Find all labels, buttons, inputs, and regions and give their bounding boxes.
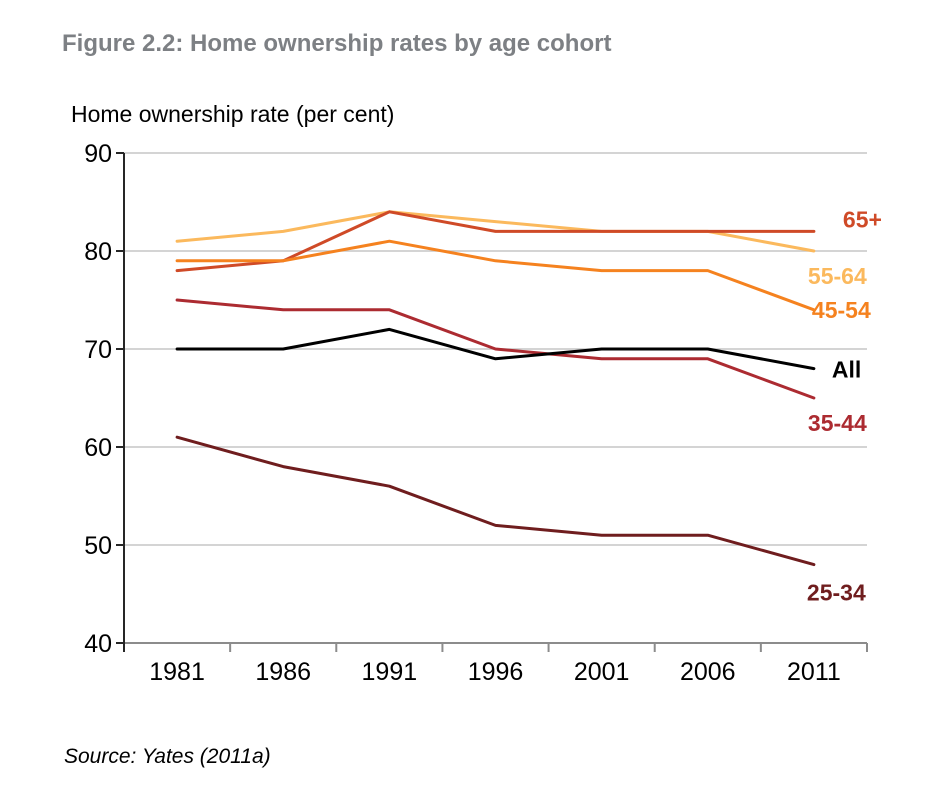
y-axis-title: Home ownership rate (per cent) xyxy=(71,101,395,127)
x-tick-label: 2001 xyxy=(574,658,630,686)
y-tick-label: 80 xyxy=(84,238,112,266)
series-label-4554: 45-54 xyxy=(812,297,871,323)
y-tick-label: 70 xyxy=(84,336,112,364)
y-tick-label: 90 xyxy=(84,140,112,168)
figure-title: Figure 2.2: Home ownership rates by age … xyxy=(62,30,612,57)
x-tick-label: 1991 xyxy=(362,658,418,686)
series-label-5564: 55-64 xyxy=(808,263,867,289)
series-line-all xyxy=(175,327,816,371)
series-label-65: 65+ xyxy=(843,206,882,232)
x-tick-label: 1986 xyxy=(255,658,311,686)
y-tick-label: 60 xyxy=(84,434,112,462)
x-tick-label: 1981 xyxy=(149,658,205,686)
y-tick-label: 50 xyxy=(84,532,112,560)
series-label-2534: 25-34 xyxy=(807,580,866,606)
source-note: Source: Yates (2011a) xyxy=(64,745,271,768)
y-tick-label: 40 xyxy=(84,630,112,658)
series-line-3544 xyxy=(175,298,816,400)
x-tick-label: 2011 xyxy=(787,658,841,686)
x-tick-label: 2006 xyxy=(680,658,736,686)
series-label-all: All xyxy=(832,357,861,383)
series-line-2534 xyxy=(175,435,816,567)
x-tick-label: 1996 xyxy=(468,658,524,686)
series-line-4554 xyxy=(175,239,816,312)
series-label-3544: 35-44 xyxy=(808,410,867,436)
